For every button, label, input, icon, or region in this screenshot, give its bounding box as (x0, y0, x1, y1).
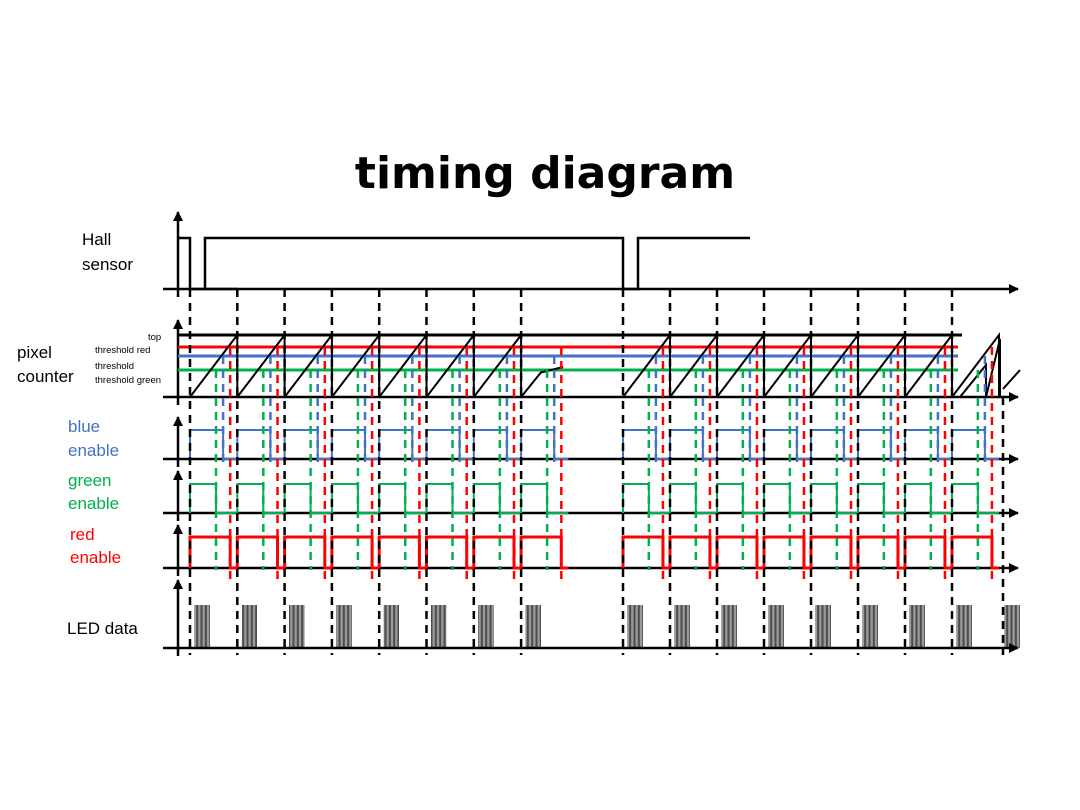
pixel-counter-label-line1: pixel (17, 343, 52, 362)
hall-waveform-main (178, 236, 750, 291)
hall-label-line1: Hall (82, 230, 111, 249)
blue-enable-label-line1: blue (68, 417, 100, 436)
guide-lines (188, 289, 1005, 655)
pixel-counter-label-line2: counter (17, 367, 74, 386)
threshold-red-label: threshold red (95, 345, 150, 356)
green-enable-label-line1: green (68, 471, 111, 490)
counter-ramp-extra (985, 338, 1001, 398)
green-enable-label-line2: enable (68, 494, 119, 513)
red-enable-label-line2: enable (70, 548, 121, 567)
hall-sensor-signal (178, 236, 750, 291)
led-data-signal (194, 605, 1020, 648)
led-data-label: LED data (67, 619, 138, 638)
counter-ramp-extra (1002, 369, 1021, 390)
hall-label-line2: sensor (82, 255, 133, 274)
threshold-green-label: threshold green (95, 375, 161, 386)
pixel-counter-signal (178, 332, 1021, 398)
axes-group (163, 211, 1019, 656)
diagram-title: timing diagram (355, 148, 735, 199)
counter-ramp (520, 366, 564, 398)
threshold-blue-label: threshold (95, 361, 134, 372)
blue-enable-label-line2: enable (68, 441, 119, 460)
red-enable-label-line1: red (70, 525, 95, 544)
threshold-top-label: top (148, 332, 161, 343)
